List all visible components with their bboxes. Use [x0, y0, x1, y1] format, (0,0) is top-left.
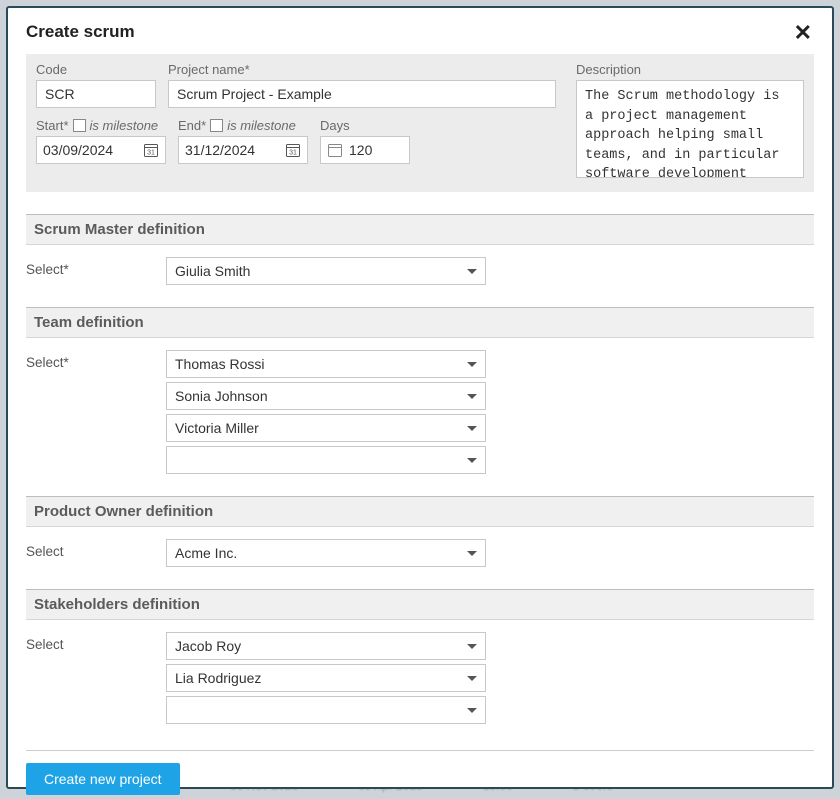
end-date-input[interactable]: 31/12/2024 31 [178, 136, 308, 164]
svg-text:31: 31 [289, 150, 297, 157]
code-label: Code [36, 62, 156, 77]
days-label: Days [320, 118, 410, 133]
stakeholder-select[interactable]: Lia Rodriguez [166, 664, 486, 692]
team-value: Sonia Johnson [175, 388, 268, 404]
days-value: 120 [349, 142, 372, 158]
end-label: End* [178, 118, 206, 133]
stakeholder-select[interactable]: Jacob Roy [166, 632, 486, 660]
description-label: Description [576, 62, 804, 77]
start-date-value: 03/09/2024 [43, 142, 137, 158]
team-select[interactable]: Sonia Johnson [166, 382, 486, 410]
chevron-down-icon [467, 394, 477, 399]
stakeholder-value: Jacob Roy [175, 638, 241, 654]
product-owner-value: Acme Inc. [175, 545, 237, 561]
team-select[interactable]: Victoria Miller [166, 414, 486, 442]
chevron-down-icon [467, 644, 477, 649]
chevron-down-icon [467, 426, 477, 431]
calendar-icon: 31 [143, 142, 159, 158]
chevron-down-icon [467, 551, 477, 556]
scrum-master-value: Giulia Smith [175, 263, 250, 279]
calendar-icon: 31 [285, 142, 301, 158]
code-input[interactable] [36, 80, 156, 108]
scrum-master-select[interactable]: Giulia Smith [166, 257, 486, 285]
team-value: Victoria Miller [175, 420, 259, 436]
chevron-down-icon [467, 708, 477, 713]
chevron-down-icon [467, 458, 477, 463]
stakeholders-section-title: Stakeholders definition [26, 589, 814, 620]
end-milestone-checkbox[interactable] [210, 119, 223, 132]
team-value: Thomas Rossi [175, 356, 264, 372]
product-owner-select-label: Select [26, 539, 166, 567]
end-date-value: 31/12/2024 [185, 142, 279, 158]
start-label: Start* [36, 118, 69, 133]
project-name-label: Project name* [168, 62, 556, 77]
product-owner-section-title: Product Owner definition [26, 496, 814, 527]
close-icon[interactable]: ✕ [792, 22, 814, 44]
days-input[interactable]: 120 [320, 136, 410, 164]
stakeholder-select[interactable] [166, 696, 486, 724]
team-select[interactable]: Thomas Rossi [166, 350, 486, 378]
modal-title: Create scrum [26, 22, 135, 42]
chevron-down-icon [467, 362, 477, 367]
svg-text:31: 31 [147, 150, 155, 157]
team-select-label: Select* [26, 350, 166, 474]
chevron-down-icon [467, 676, 477, 681]
chevron-down-icon [467, 269, 477, 274]
stakeholders-select-label: Select [26, 632, 166, 724]
create-scrum-modal: Create scrum ✕ Code Project name* Start* [6, 6, 834, 789]
team-section-title: Team definition [26, 307, 814, 338]
project-name-input[interactable] [168, 80, 556, 108]
scrum-master-select-label: Select* [26, 257, 166, 285]
start-milestone-label: is milestone [90, 118, 159, 133]
team-select[interactable] [166, 446, 486, 474]
scrum-master-section-title: Scrum Master definition [26, 214, 814, 245]
top-panel: Code Project name* Start* is milestone [26, 54, 814, 192]
start-milestone-checkbox[interactable] [73, 119, 86, 132]
start-date-input[interactable]: 03/09/2024 31 [36, 136, 166, 164]
create-project-button[interactable]: Create new project [26, 763, 180, 795]
stakeholder-value: Lia Rodriguez [175, 670, 261, 686]
product-owner-select[interactable]: Acme Inc. [166, 539, 486, 567]
end-milestone-label: is milestone [227, 118, 296, 133]
description-input[interactable] [576, 80, 804, 178]
calendar-icon [327, 142, 343, 158]
